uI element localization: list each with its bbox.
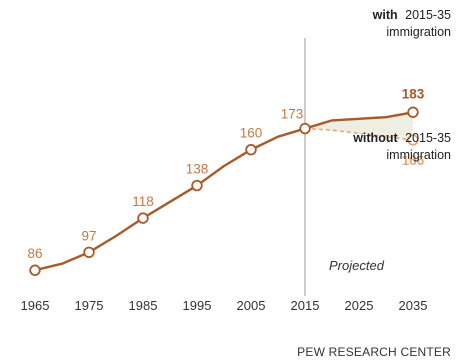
data-point-with-1975 xyxy=(83,246,95,259)
with-years: 2015-35 xyxy=(405,8,451,22)
x-tick-label-1985: 1985 xyxy=(129,298,158,313)
data-label-with-1985: 118 xyxy=(132,194,154,209)
data-label-with-2035: 183 xyxy=(402,86,425,101)
without-years: 2015-35 xyxy=(405,131,451,145)
data-point-with-1965 xyxy=(29,264,41,276)
x-tick-label-2025: 2025 xyxy=(345,298,374,313)
with-keyword: with xyxy=(372,8,398,22)
source-credit: PEW RESEARCH CENTER xyxy=(297,345,451,359)
with-immigration-label: with 2015-35 xyxy=(372,8,451,22)
without-immigration-label-line2: immigration xyxy=(386,148,451,162)
data-label-with-1995: 138 xyxy=(186,162,209,177)
data-label-with-2005: 160 xyxy=(240,126,263,141)
data-label-with-1965: 86 xyxy=(27,246,42,261)
data-point-with-2015 xyxy=(299,122,311,135)
data-label-with-1975: 97 xyxy=(81,228,96,243)
without-keyword: without xyxy=(352,131,398,145)
projection-gap-area xyxy=(305,112,413,140)
x-tick-label-1975: 1975 xyxy=(75,298,104,313)
x-tick-label-2035: 2035 xyxy=(399,298,428,313)
data-point-with-2005 xyxy=(245,144,257,156)
data-point-with-1985 xyxy=(137,212,149,224)
without-immigration-label: without 2015-35 xyxy=(352,131,451,145)
with-immigration-label-line2: immigration xyxy=(386,25,451,39)
data-point-without-2035 xyxy=(407,134,419,146)
projected-label: Projected xyxy=(329,258,385,273)
x-tick-label-2005: 2005 xyxy=(237,298,266,313)
x-tick-label-1965: 1965 xyxy=(21,298,50,313)
data-label-without-2035: 166 xyxy=(402,153,425,168)
data-point-with-1995 xyxy=(191,179,203,192)
x-tick-label-1995: 1995 xyxy=(183,298,212,313)
x-tick-label-2015: 2015 xyxy=(291,298,320,313)
series-line-with-immigration xyxy=(34,111,414,272)
data-label-with-2015: 173 xyxy=(281,107,304,122)
data-point-with-2035 xyxy=(407,106,419,118)
